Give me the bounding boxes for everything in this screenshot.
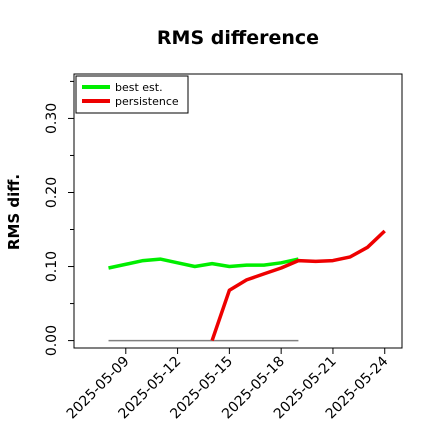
y-tick-label: 0.00	[44, 325, 60, 356]
x-axis: 2025-05-092025-05-122025-05-152025-05-18…	[64, 348, 392, 422]
series-line-best-est	[108, 257, 299, 270]
legend-box	[75, 75, 189, 114]
y-tick-label: 0.20	[44, 177, 60, 208]
legend-label-best-est: best est.	[115, 81, 163, 94]
series-layer	[108, 229, 386, 342]
legend: best est. persistence	[75, 75, 189, 114]
y-axis-label: RMS diff.	[5, 174, 23, 250]
y-axis: 0.00 0.10 0.20 0.30	[44, 80, 74, 356]
plot-area-frame	[73, 73, 403, 349]
legend-label-persistence: persistence	[115, 95, 179, 108]
y-tick-label: 0.10	[44, 251, 60, 282]
chart-title: RMS difference	[157, 27, 319, 49]
y-tick-label: 0.30	[44, 103, 60, 134]
series-line-persistence	[210, 229, 386, 342]
